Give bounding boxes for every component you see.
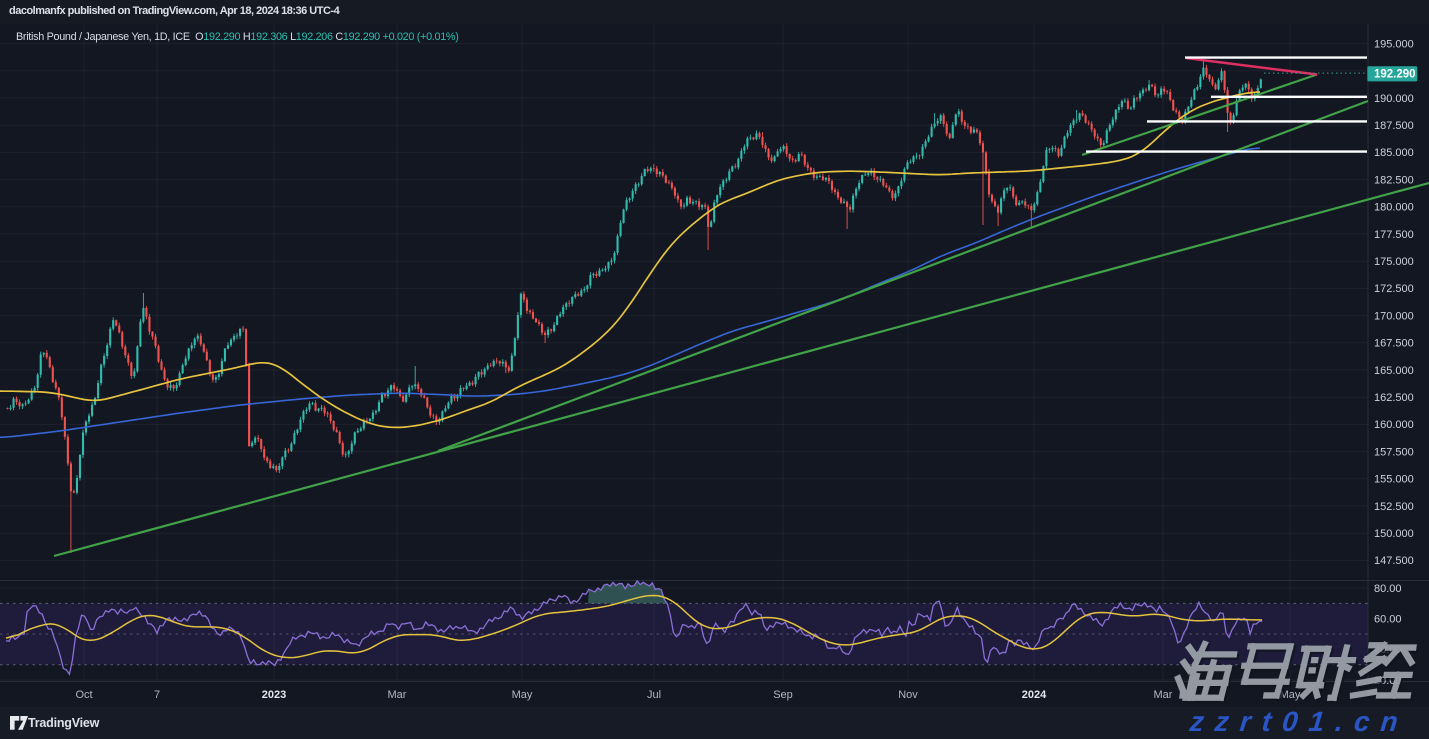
svg-text:175.000: 175.000 <box>1374 256 1414 268</box>
svg-text:60.00: 60.00 <box>1374 613 1402 625</box>
svg-text:177.500: 177.500 <box>1374 229 1414 241</box>
svg-text:May: May <box>1280 689 1301 701</box>
svg-text:167.500: 167.500 <box>1374 338 1414 350</box>
svg-text:172.500: 172.500 <box>1374 283 1414 295</box>
svg-text:195.000: 195.000 <box>1374 38 1414 50</box>
svg-text:192.290: 192.290 <box>1374 69 1416 81</box>
svg-text:May: May <box>512 689 533 701</box>
svg-text:Sep: Sep <box>773 689 793 701</box>
svg-text:Oct: Oct <box>75 689 92 701</box>
svg-text:155.000: 155.000 <box>1374 474 1414 486</box>
svg-text:Mar: Mar <box>1154 689 1173 701</box>
svg-text:162.500: 162.500 <box>1374 392 1414 404</box>
svg-text:80.00: 80.00 <box>1374 583 1402 595</box>
svg-text:165.000: 165.000 <box>1374 365 1414 377</box>
svg-text:185.000: 185.000 <box>1374 147 1414 159</box>
svg-text:Mar: Mar <box>388 689 407 701</box>
svg-text:170.000: 170.000 <box>1374 310 1414 322</box>
svg-text:187.500: 187.500 <box>1374 120 1414 132</box>
svg-text:190.000: 190.000 <box>1374 93 1414 105</box>
svg-text:Jul: Jul <box>647 689 661 701</box>
svg-text:147.500: 147.500 <box>1374 555 1414 567</box>
svg-text:2023: 2023 <box>262 689 286 701</box>
svg-text:182.500: 182.500 <box>1374 174 1414 186</box>
svg-text:152.500: 152.500 <box>1374 501 1414 513</box>
svg-text:7: 7 <box>154 689 160 701</box>
svg-text:Nov: Nov <box>898 689 918 701</box>
svg-text:180.000: 180.000 <box>1374 202 1414 214</box>
svg-text:2024: 2024 <box>1022 689 1047 701</box>
svg-text:157.500: 157.500 <box>1374 446 1414 458</box>
svg-text:150.000: 150.000 <box>1374 528 1414 540</box>
svg-text:160.000: 160.000 <box>1374 419 1414 431</box>
